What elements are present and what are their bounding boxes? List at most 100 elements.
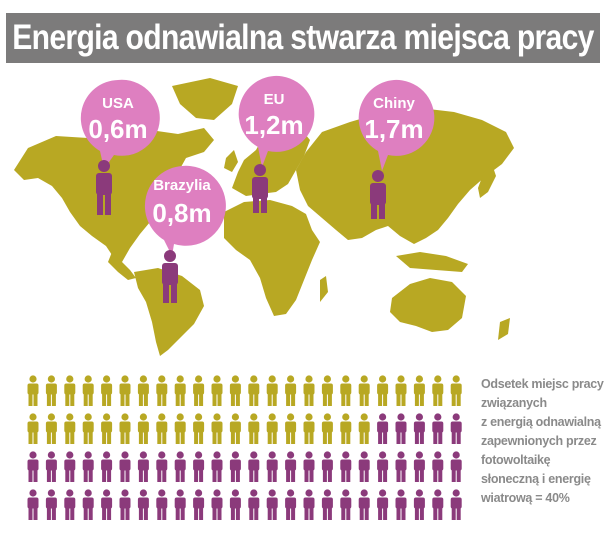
usa-value: 0,6m: [88, 114, 147, 144]
person-icon: [450, 451, 462, 482]
person-icon: [266, 375, 278, 406]
person-icon: [377, 451, 389, 482]
australia: [390, 278, 466, 332]
person-icon: [413, 375, 425, 406]
region-chiny: Chiny 1,7m: [358, 79, 435, 219]
eu-label: EU: [264, 91, 285, 108]
usa-label: USA: [102, 95, 134, 112]
caption-line: słoneczną i energię: [481, 472, 591, 486]
person-icon: [432, 413, 444, 444]
person-icon: [82, 451, 94, 482]
person-icon: [193, 451, 205, 482]
person-icon: [266, 413, 278, 444]
person-icon: [266, 489, 278, 520]
brazylia-label: Brazylia: [153, 177, 211, 194]
person-icon: [285, 375, 297, 406]
brazylia-bubble: [144, 165, 226, 256]
madagascar: [320, 276, 328, 302]
person-icon: [64, 413, 76, 444]
person-icon: [27, 489, 39, 520]
brazylia-value: 0,8m: [152, 198, 211, 228]
eu-person-icon: [252, 164, 268, 213]
person-icon: [174, 375, 186, 406]
person-icon: [193, 413, 205, 444]
chiny-value: 1,7m: [364, 114, 423, 144]
central-america: [108, 252, 136, 280]
africa: [224, 200, 320, 316]
eu-value: 1,2m: [244, 110, 303, 140]
person-icon: [413, 413, 425, 444]
person-icon: [413, 489, 425, 520]
person-icon: [395, 451, 407, 482]
chiny-bubble: [358, 79, 435, 171]
person-icon: [303, 451, 315, 482]
person-icon: [450, 375, 462, 406]
region-usa: USA 0,6m: [80, 79, 160, 215]
chiny-person-icon: [370, 170, 386, 219]
person-icon: [156, 489, 168, 520]
person-icon: [119, 451, 131, 482]
person-icon: [340, 451, 352, 482]
person-icon: [413, 451, 425, 482]
new-zealand: [498, 318, 510, 340]
person-icon: [119, 489, 131, 520]
person-icon: [358, 413, 370, 444]
person-icon: [82, 413, 94, 444]
person-icon: [248, 413, 260, 444]
person-icon: [45, 451, 57, 482]
person-icon: [82, 489, 94, 520]
person-icon: [450, 489, 462, 520]
person-icon: [395, 375, 407, 406]
person-icon: [27, 451, 39, 482]
person-icon: [211, 375, 223, 406]
caption-line: Odsetek miejsc pracy: [481, 377, 604, 391]
japan: [478, 164, 496, 198]
person-icon: [137, 413, 149, 444]
person-icon: [27, 413, 39, 444]
eu-bubble: [238, 75, 315, 167]
person-icon: [229, 413, 241, 444]
person-icon: [432, 375, 444, 406]
person-icon: [432, 451, 444, 482]
page-title: Energia odnawialna stwarza miejsca pracy: [12, 18, 594, 57]
usa-bubble: [80, 79, 160, 169]
person-icon: [193, 489, 205, 520]
north-america: [14, 128, 214, 262]
person-icon: [229, 489, 241, 520]
person-icon: [340, 375, 352, 406]
person-icon: [377, 413, 389, 444]
world-map: USA 0,6m Brazylia 0,8m EU 1,2m: [14, 75, 514, 356]
caption-line: wiatrową = 40%: [481, 491, 570, 505]
caption-line: związanych: [481, 396, 547, 410]
chiny-label: Chiny: [373, 95, 415, 112]
person-icon: [137, 451, 149, 482]
person-icon: [27, 375, 39, 406]
person-icon: [321, 375, 333, 406]
person-icon: [137, 489, 149, 520]
person-icon: [45, 375, 57, 406]
person-icon: [377, 489, 389, 520]
person-icon: [137, 375, 149, 406]
person-icon: [193, 375, 205, 406]
person-icon: [340, 413, 352, 444]
person-icon: [358, 375, 370, 406]
person-icon: [248, 489, 260, 520]
person-icon: [156, 413, 168, 444]
person-icon: [174, 489, 186, 520]
person-icon: [248, 451, 260, 482]
person-icon: [45, 413, 57, 444]
caption-line: zapewnionych przez: [481, 434, 597, 448]
person-icon: [211, 413, 223, 444]
person-icon: [64, 375, 76, 406]
person-icon: [156, 451, 168, 482]
person-icon: [303, 489, 315, 520]
person-icon: [358, 451, 370, 482]
region-eu: EU 1,2m: [238, 75, 315, 213]
person-icon: [340, 489, 352, 520]
person-icon: [45, 489, 57, 520]
caption-line: fotowoltaikę: [481, 453, 551, 467]
person-icon: [395, 413, 407, 444]
person-icon: [303, 375, 315, 406]
person-icon: [285, 413, 297, 444]
